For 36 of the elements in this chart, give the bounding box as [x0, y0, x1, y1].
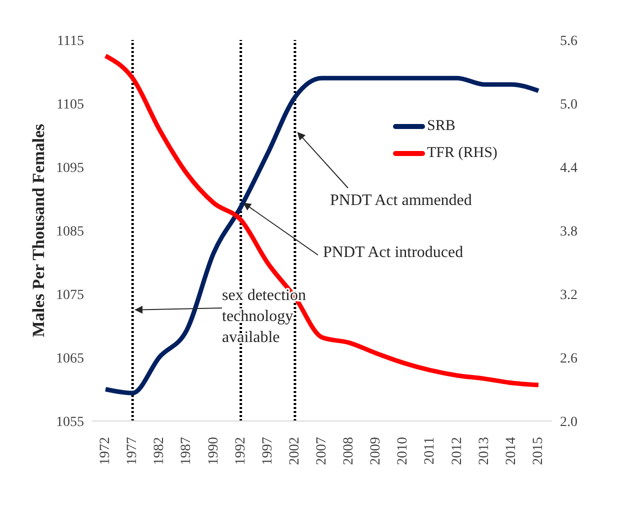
- y2-tick-label: 5.0: [560, 97, 578, 112]
- y-tick-label: 1095: [56, 160, 84, 176]
- x-tick-label: 2011: [422, 437, 438, 464]
- y2-tick-label: 3.2: [560, 288, 578, 303]
- x-tick-label: 2010: [396, 437, 411, 465]
- legend-label: TFR (RHS): [427, 145, 498, 162]
- y2-tick-label: 3.8: [560, 224, 578, 240]
- x-tick-label: 2009: [368, 437, 384, 465]
- y-axis-title: Males Per Thousand Females: [29, 123, 48, 338]
- x-tick-label: 1977: [125, 437, 140, 465]
- y-tick-label: 1085: [56, 224, 84, 240]
- x-tick-label: 1990: [206, 437, 222, 465]
- x-tick-label: 2002: [287, 437, 302, 465]
- x-tick-label: 1997: [260, 437, 276, 465]
- y2-tick-label: 2.6: [560, 351, 578, 366]
- x-tick-label: 1972: [98, 437, 114, 465]
- y-tick-label: 1055: [56, 414, 84, 430]
- x-tick-label: 2014: [504, 437, 519, 465]
- y2-tick-label: 5.6: [560, 34, 578, 49]
- annotation: PNDT Act ammended: [330, 192, 472, 209]
- y-tick-label: 1115: [57, 34, 84, 49]
- x-tick-label: 1987: [179, 437, 194, 465]
- x-tick-label: 2007: [314, 437, 330, 465]
- y2-tick-label: 2.0: [560, 414, 578, 430]
- legend-label: SRB: [427, 118, 456, 135]
- x-tick-label: 2008: [342, 437, 357, 465]
- y-tick-label: 1065: [56, 351, 84, 366]
- y-tick-label: 1105: [56, 97, 84, 112]
- x-tick-label: 2015: [530, 437, 546, 465]
- x-tick-label: 1982: [152, 437, 168, 465]
- y2-tick-label: 4.4: [560, 160, 578, 176]
- y-tick-label: 1075: [56, 288, 84, 303]
- x-tick-label: 1992: [233, 437, 248, 465]
- annotation: PNDT Act introduced: [323, 244, 464, 261]
- x-tick-label: 2012: [450, 437, 465, 465]
- x-tick-label: 2013: [476, 437, 492, 465]
